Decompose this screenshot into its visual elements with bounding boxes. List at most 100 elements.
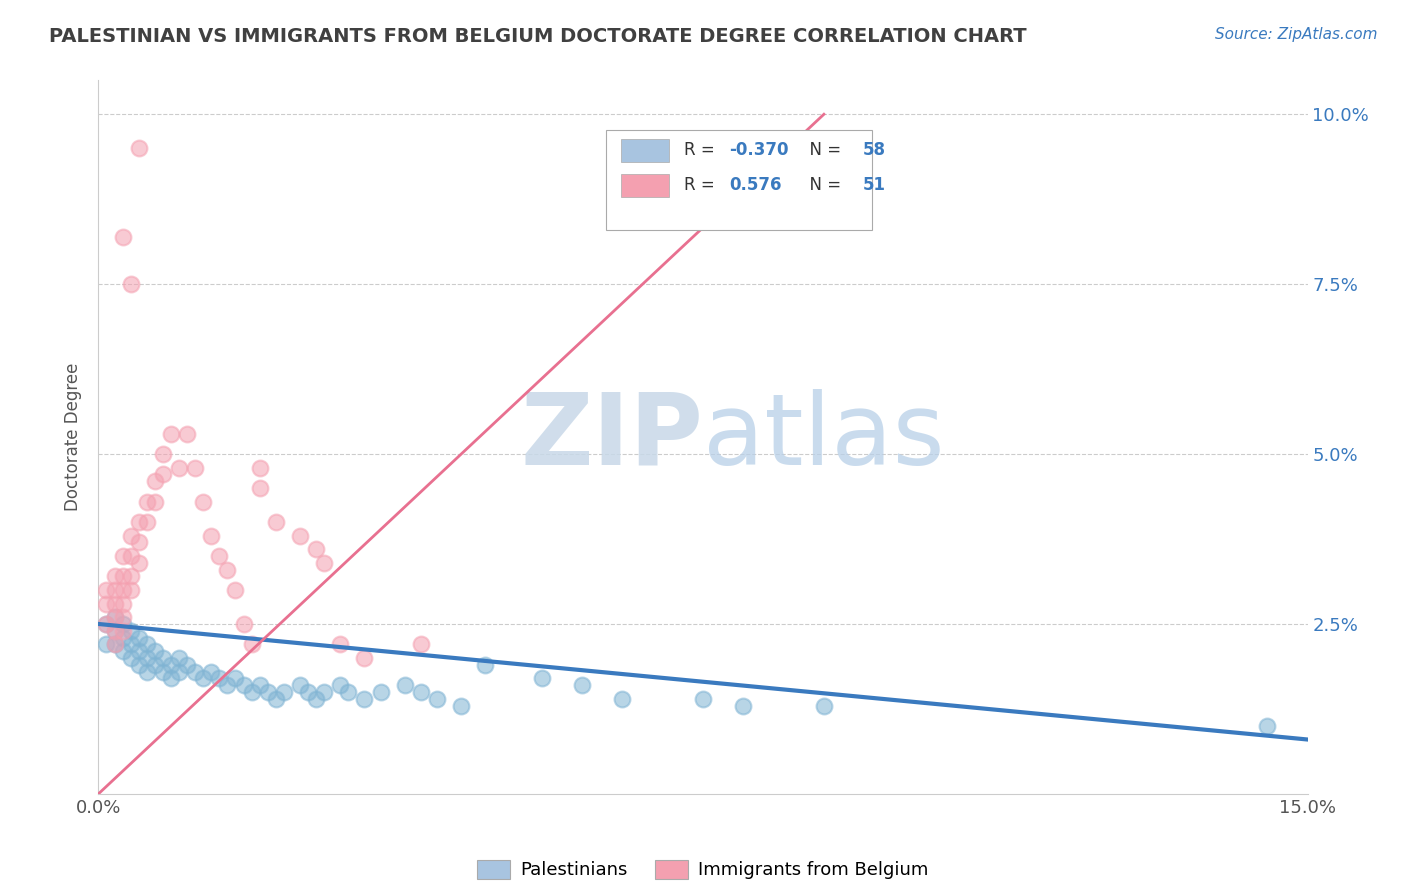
Point: [96, 637, 118, 651]
Point: [111, 644, 134, 658]
Point: [103, 597, 125, 611]
Point: [184, 460, 207, 475]
Point: [152, 447, 174, 461]
Point: [96, 617, 118, 632]
Point: [249, 481, 271, 495]
Point: [111, 610, 134, 624]
Point: [160, 671, 183, 685]
Point: [200, 665, 222, 679]
Point: [329, 637, 352, 651]
Point: [103, 610, 125, 624]
Point: [208, 549, 231, 563]
Point: [305, 691, 328, 706]
Point: [128, 141, 150, 155]
Point: [224, 671, 246, 685]
Point: [176, 657, 198, 672]
Point: [264, 515, 287, 529]
Point: [135, 515, 157, 529]
Point: [167, 651, 190, 665]
Point: [217, 563, 239, 577]
Point: [409, 685, 432, 699]
Point: [232, 617, 254, 632]
Point: [103, 624, 125, 638]
Point: [426, 691, 449, 706]
Text: N =: N =: [799, 141, 846, 159]
Point: [353, 651, 375, 665]
Point: [264, 691, 287, 706]
Point: [249, 460, 271, 475]
Text: 58: 58: [863, 141, 886, 159]
Text: -0.370: -0.370: [730, 141, 789, 159]
Point: [135, 637, 157, 651]
Point: [176, 426, 198, 441]
Text: 0.576: 0.576: [730, 177, 782, 194]
Point: [232, 678, 254, 692]
Point: [305, 542, 328, 557]
Point: [184, 665, 207, 679]
Point: [612, 691, 634, 706]
Point: [128, 556, 150, 570]
Point: [224, 582, 246, 597]
Point: [111, 569, 134, 583]
Point: [1256, 719, 1278, 733]
Point: [111, 597, 134, 611]
Point: [96, 597, 118, 611]
Point: [409, 637, 432, 651]
Point: [217, 678, 239, 692]
Point: [96, 617, 118, 632]
Point: [143, 657, 166, 672]
Point: [103, 582, 125, 597]
Point: [120, 637, 142, 651]
Point: [143, 494, 166, 508]
Text: ZIP: ZIP: [520, 389, 703, 485]
Point: [571, 678, 593, 692]
Point: [111, 549, 134, 563]
Point: [530, 671, 553, 685]
Point: [135, 651, 157, 665]
Point: [111, 617, 134, 632]
Point: [120, 651, 142, 665]
Point: [96, 582, 118, 597]
Point: [120, 528, 142, 542]
Bar: [621, 139, 669, 161]
Point: [120, 624, 142, 638]
Point: [135, 494, 157, 508]
Point: [256, 685, 278, 699]
Point: [160, 426, 183, 441]
Point: [135, 665, 157, 679]
Text: R =: R =: [683, 177, 725, 194]
Point: [297, 685, 319, 699]
Point: [353, 691, 375, 706]
Text: atlas: atlas: [703, 389, 945, 485]
Text: Source: ZipAtlas.com: Source: ZipAtlas.com: [1215, 27, 1378, 42]
Point: [111, 582, 134, 597]
Point: [152, 665, 174, 679]
Point: [200, 528, 222, 542]
Point: [249, 678, 271, 692]
Point: [103, 610, 125, 624]
Point: [143, 644, 166, 658]
Point: [120, 569, 142, 583]
Point: [167, 665, 190, 679]
Point: [692, 691, 714, 706]
Y-axis label: Doctorate Degree: Doctorate Degree: [65, 363, 83, 511]
Point: [152, 467, 174, 482]
Point: [450, 698, 472, 713]
Point: [152, 651, 174, 665]
Point: [111, 631, 134, 645]
Point: [103, 637, 125, 651]
Text: R =: R =: [683, 141, 720, 159]
Point: [103, 624, 125, 638]
Point: [111, 229, 134, 244]
Point: [474, 657, 496, 672]
Point: [273, 685, 295, 699]
Text: PALESTINIAN VS IMMIGRANTS FROM BELGIUM DOCTORATE DEGREE CORRELATION CHART: PALESTINIAN VS IMMIGRANTS FROM BELGIUM D…: [49, 27, 1026, 45]
Bar: [621, 174, 669, 196]
Point: [288, 528, 311, 542]
Point: [370, 685, 392, 699]
Point: [120, 582, 142, 597]
Point: [314, 556, 336, 570]
Point: [120, 549, 142, 563]
Point: [103, 637, 125, 651]
FancyBboxPatch shape: [606, 130, 872, 230]
